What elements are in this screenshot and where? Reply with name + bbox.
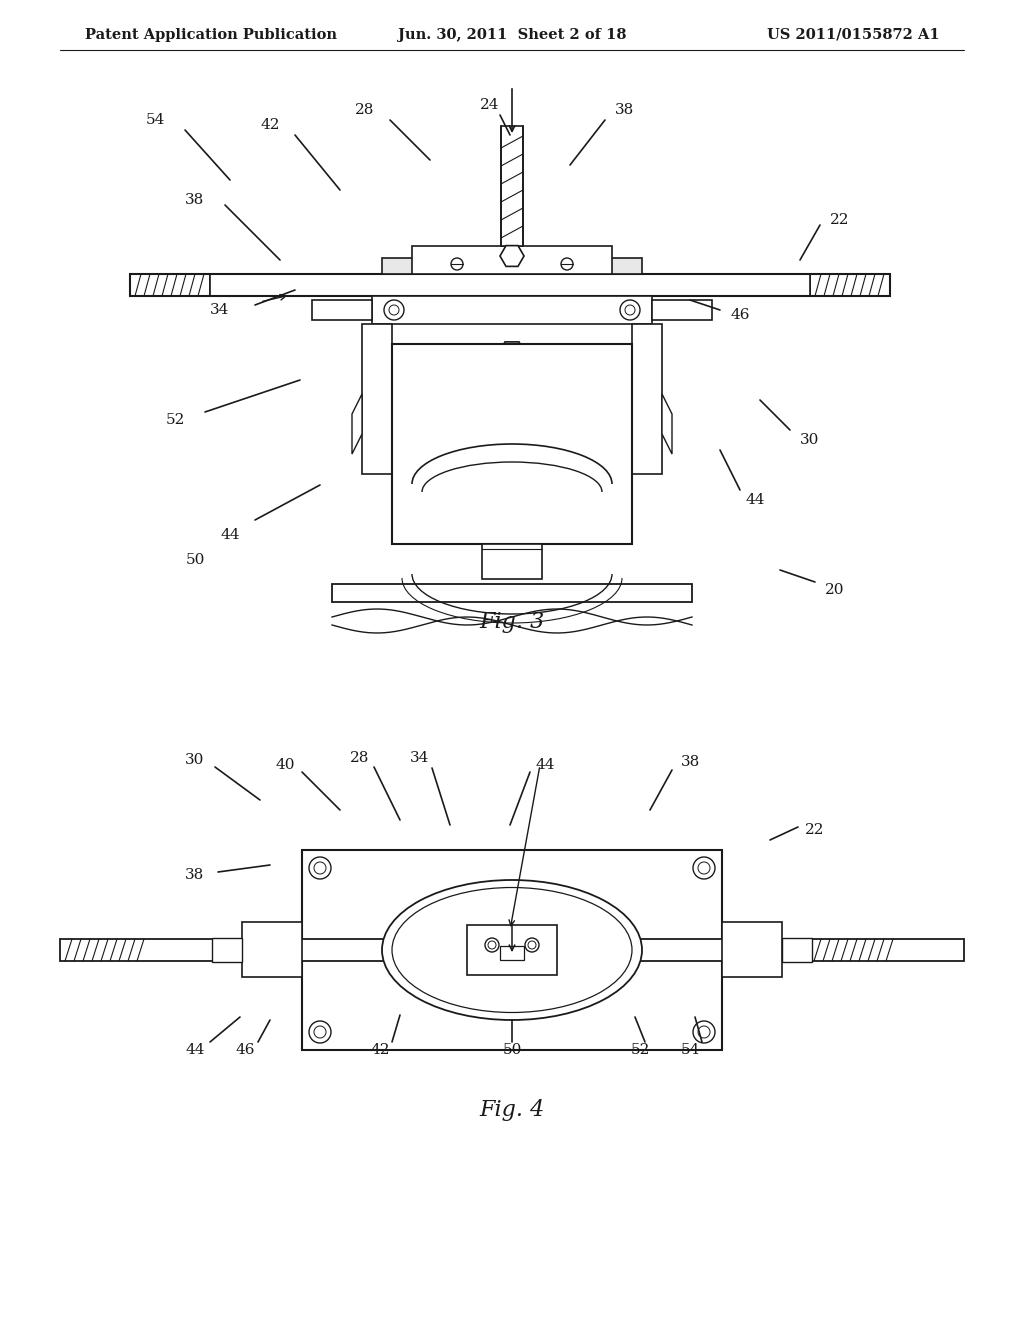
Bar [722,921,782,977]
Bar [652,300,712,319]
Text: 22: 22 [805,822,824,837]
Text: 38: 38 [680,755,699,770]
Text: 52: 52 [165,413,184,426]
Text: 54: 54 [680,1043,699,1057]
Bar [582,257,642,275]
Text: 40: 40 [275,758,295,772]
Text: 34: 34 [411,751,430,766]
Text: 38: 38 [615,103,635,117]
Bar [810,275,890,296]
Text: Fig. 4: Fig. 4 [479,1100,545,1121]
Text: 50: 50 [185,553,205,568]
Bar [382,257,442,275]
Text: 46: 46 [730,308,750,322]
Text: 44: 44 [536,758,555,772]
Ellipse shape [382,880,642,1020]
Bar [412,246,612,275]
Bar [362,323,392,474]
Bar [372,296,652,323]
Ellipse shape [392,887,632,1012]
Text: 44: 44 [220,528,240,543]
Text: 22: 22 [830,213,850,227]
Bar [332,583,692,602]
Text: 46: 46 [236,1043,255,1057]
Bar [782,939,812,962]
Text: 44: 44 [185,1043,205,1057]
Text: Fig. 3: Fig. 3 [479,611,545,634]
Bar [302,850,722,1049]
Bar [212,939,242,962]
Polygon shape [662,393,672,454]
Text: 24: 24 [480,98,500,112]
Text: 42: 42 [260,117,280,132]
Bar [392,345,632,544]
Text: 28: 28 [350,751,370,766]
Text: 38: 38 [185,193,205,207]
Bar [312,300,372,319]
Bar [60,939,964,961]
Bar [632,323,662,474]
Bar [501,125,523,246]
Bar [467,925,557,975]
Text: 20: 20 [825,583,845,597]
Bar [130,275,890,296]
Bar [130,275,210,296]
Polygon shape [352,393,362,454]
Bar [242,921,302,977]
Text: 30: 30 [185,752,205,767]
Polygon shape [498,342,526,366]
Text: Patent Application Publication: Patent Application Publication [85,28,337,42]
Text: Jun. 30, 2011  Sheet 2 of 18: Jun. 30, 2011 Sheet 2 of 18 [397,28,627,42]
Text: 28: 28 [355,103,375,117]
Text: 50: 50 [503,1043,521,1057]
Text: 42: 42 [371,1043,390,1057]
Text: 54: 54 [145,114,165,127]
Text: 44: 44 [745,492,765,507]
Text: US 2011/0155872 A1: US 2011/0155872 A1 [767,28,940,42]
Bar [482,544,542,579]
Text: 34: 34 [210,304,229,317]
Polygon shape [500,246,524,267]
Text: 30: 30 [801,433,819,447]
Bar [500,946,524,960]
Bar [210,275,810,296]
Text: 52: 52 [631,1043,649,1057]
Text: 38: 38 [185,869,205,882]
